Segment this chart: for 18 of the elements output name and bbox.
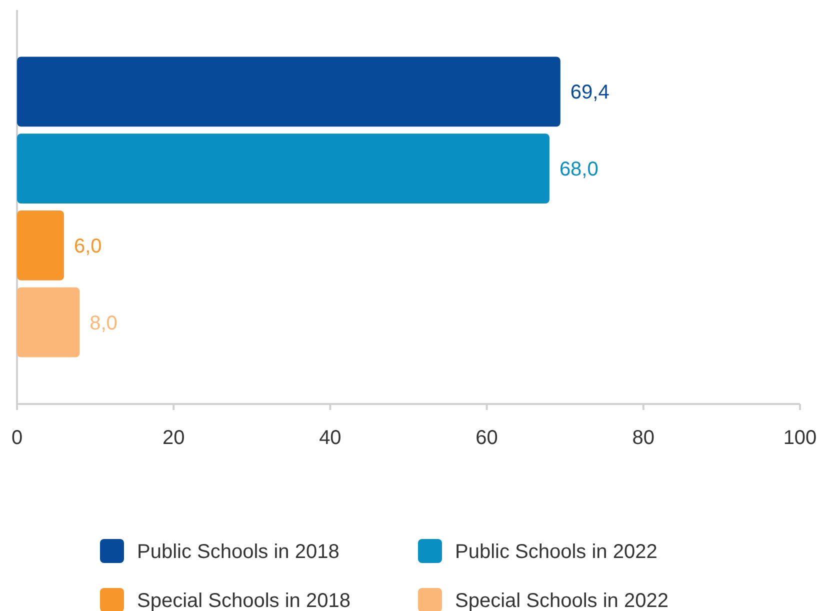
legend-label: Special Schools in 2018 xyxy=(137,590,350,611)
legend-label: Public Schools in 2018 xyxy=(137,541,340,563)
x-tick-label: 80 xyxy=(632,427,655,449)
bar xyxy=(17,56,560,127)
x-tick-label: 20 xyxy=(162,427,185,449)
legend-label: Special Schools in 2022 xyxy=(455,590,668,611)
data-label: 68,0 xyxy=(559,158,598,181)
data-label: 6,0 xyxy=(74,235,102,258)
x-tick-label: 0 xyxy=(11,427,23,449)
data-label: 69,4 xyxy=(570,82,610,104)
x-tick-label: 100 xyxy=(783,427,817,449)
x-tick-label: 40 xyxy=(319,427,342,449)
x-tick-label: 60 xyxy=(476,427,498,449)
bar xyxy=(17,210,64,280)
bar xyxy=(17,287,80,358)
bar xyxy=(17,134,550,204)
data-label: 8,0 xyxy=(90,312,118,334)
legend-label: Public Schools in 2022 xyxy=(455,541,658,563)
